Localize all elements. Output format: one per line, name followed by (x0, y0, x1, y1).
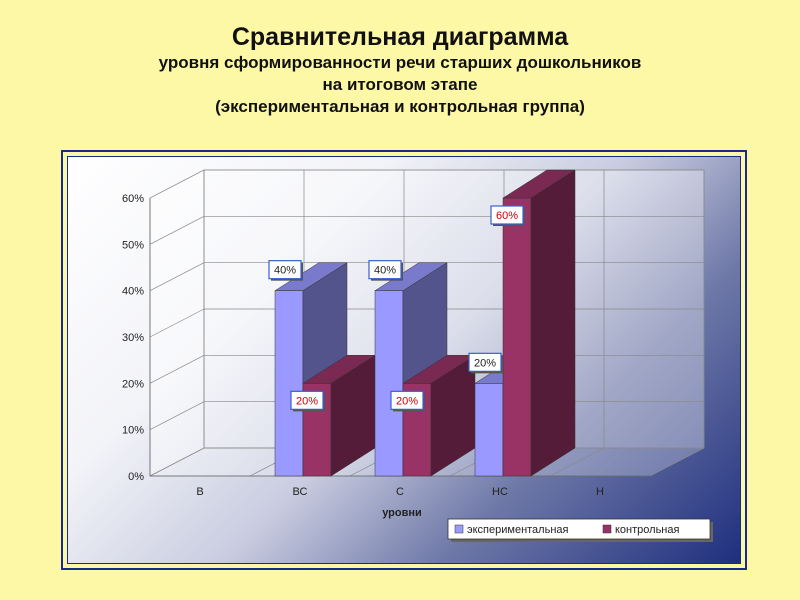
bar-control-top (502, 169, 576, 199)
data-label-box (468, 352, 502, 372)
legend-label: контрольная (615, 524, 680, 536)
legend-label: экспериментальная (467, 524, 569, 536)
data-label-box (290, 390, 324, 410)
data-label: 20% (396, 395, 418, 407)
data-label-box (490, 205, 524, 225)
gridline-side (149, 262, 205, 291)
y-tick-label: 20% (122, 378, 144, 390)
data-label: 60% (496, 210, 518, 222)
legend-swatch (602, 524, 612, 534)
data-label-box (390, 390, 424, 410)
chart-title: Сравнительная диаграмма уровня сформиров… (0, 22, 800, 118)
y-tick-label: 50% (122, 239, 144, 251)
data-label-box (268, 260, 302, 280)
y-tick-label: 0% (128, 471, 144, 483)
bar-control-side (530, 169, 576, 477)
floor-line (149, 447, 205, 477)
bar-control-front (502, 197, 532, 477)
y-tick-label: 40% (122, 286, 144, 298)
bar-experimental-front (274, 290, 304, 477)
x-axis-label: уровни (382, 507, 422, 519)
data-label: 20% (296, 395, 318, 407)
y-tick-label: 10% (122, 425, 144, 437)
gridline-side (149, 216, 205, 245)
x-tick-label: НС (492, 486, 508, 498)
title-line-3: на итоговом этапе (322, 75, 478, 94)
bar-experimental-top (274, 262, 348, 291)
data-label-box (368, 260, 402, 280)
title-line-2: уровня сформированности речи старших дош… (158, 53, 642, 72)
data-label: 20% (474, 357, 496, 369)
x-tick-label: В (196, 486, 203, 498)
bar-experimental-front (374, 290, 404, 477)
gridline-side (149, 308, 205, 338)
x-tick-label: С (396, 486, 404, 498)
legend-swatch (454, 524, 464, 534)
title-line-4: (экспериментальная и контрольная группа) (215, 97, 585, 116)
gridline-side (149, 169, 205, 199)
data-label: 40% (374, 265, 396, 277)
x-tick-label: ВС (293, 486, 308, 498)
bar-experimental-top (374, 262, 448, 291)
title-line-1: Сравнительная диаграмма (231, 23, 569, 51)
legend (447, 518, 711, 540)
data-label: 40% (274, 265, 296, 277)
gridline-side (149, 401, 205, 430)
gridline-side (149, 355, 205, 384)
x-tick-label: Н (596, 486, 604, 498)
floor-line (649, 447, 705, 477)
floor-line (549, 447, 605, 477)
y-tick-label: 60% (122, 193, 144, 205)
y-tick-label: 30% (122, 332, 144, 344)
bar-experimental-front (474, 383, 504, 477)
